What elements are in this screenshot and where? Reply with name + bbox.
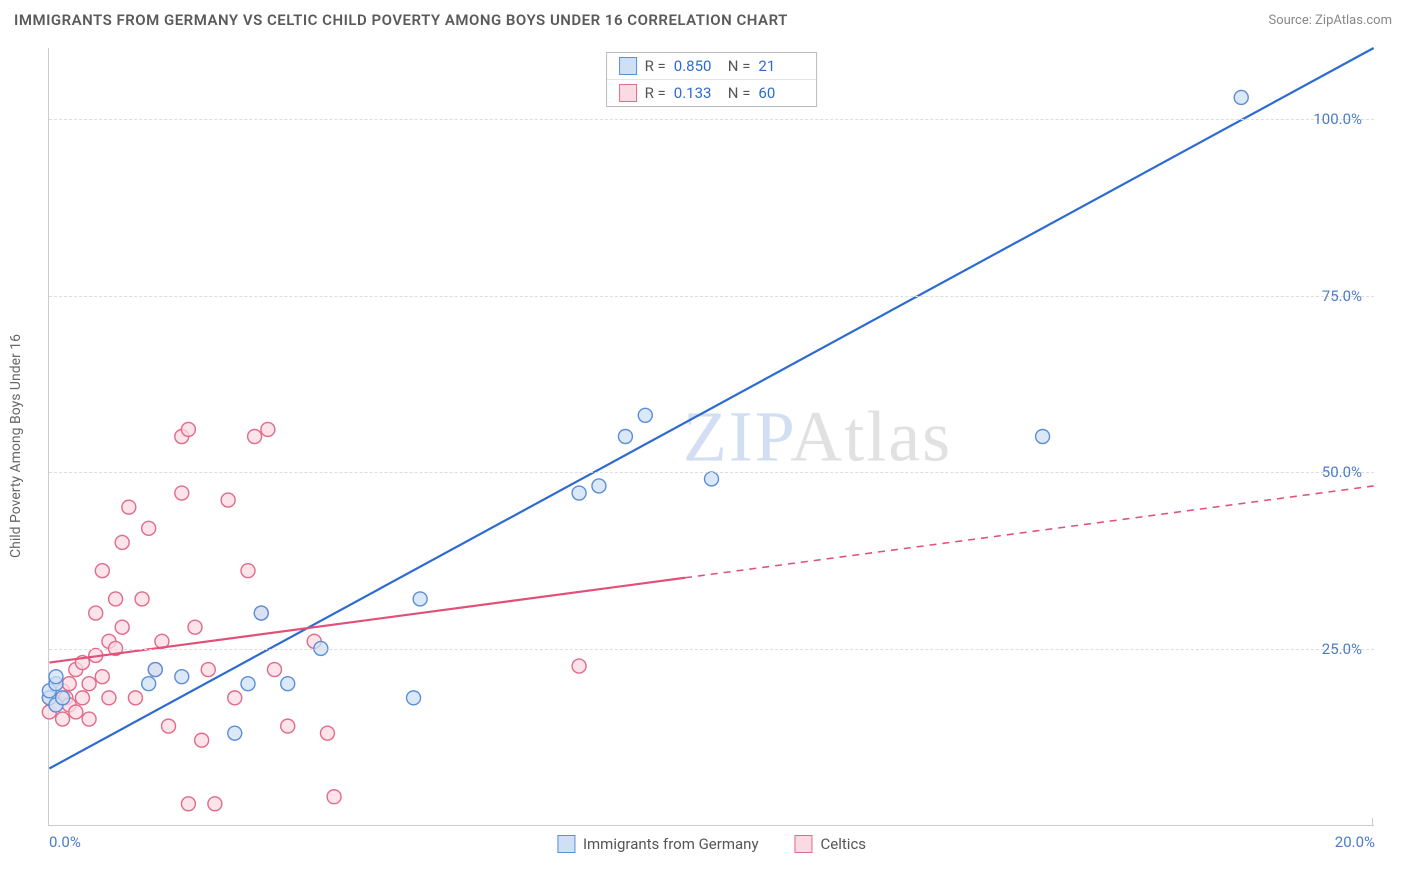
x-tick-label: 20.0% [1335, 833, 1375, 851]
scatter-point-germany [241, 677, 255, 691]
y-tick-label: 50.0% [1322, 463, 1362, 481]
scatter-point-germany [592, 479, 606, 493]
scatter-point-celtics [195, 733, 209, 747]
scatter-point-celtics [142, 521, 156, 535]
scatter-point-celtics [281, 719, 295, 733]
scatter-point-germany [413, 592, 427, 606]
scatter-point-celtics [75, 691, 89, 705]
r-value-celtics: 0.133 [674, 84, 720, 102]
legend-label-celtics: Celtics [821, 835, 867, 853]
scatter-point-celtics [241, 564, 255, 578]
x-tick-label: 0.0% [49, 833, 81, 851]
scatter-point-celtics [248, 430, 262, 444]
scatter-point-celtics [89, 606, 103, 620]
n-value-germany: 21 [758, 57, 804, 75]
n-label: N = [728, 57, 751, 75]
swatch-celtics-bottom [795, 835, 813, 853]
scatter-point-celtics [267, 663, 281, 677]
scatter-point-celtics [109, 592, 123, 606]
legend-correlation: R = 0.850 N = 21 R = 0.133 N = 60 [606, 52, 818, 107]
scatter-point-germany [148, 663, 162, 677]
scatter-point-germany [1234, 90, 1248, 104]
scatter-point-germany [572, 486, 586, 500]
scatter-point-celtics [201, 663, 215, 677]
scatter-point-celtics [181, 797, 195, 811]
scatter-point-germany [618, 430, 632, 444]
scatter-point-celtics [162, 719, 176, 733]
scatter-point-germany [49, 670, 63, 684]
legend-row-celtics: R = 0.133 N = 60 [607, 79, 817, 106]
swatch-germany [619, 57, 637, 75]
header: IMMIGRANTS FROM GERMANY VS CELTIC CHILD … [0, 0, 1406, 40]
scatter-point-celtics [95, 564, 109, 578]
scatter-point-celtics [320, 726, 334, 740]
x-axis-end-tick [1372, 818, 1373, 826]
chart-title: IMMIGRANTS FROM GERMANY VS CELTIC CHILD … [14, 11, 788, 29]
scatter-point-celtics [208, 797, 222, 811]
scatter-point-celtics [221, 493, 235, 507]
scatter-point-germany [1036, 430, 1050, 444]
y-axis-label: Child Poverty Among Boys Under 16 [8, 334, 24, 558]
legend-series: Immigrants from Germany Celtics [557, 835, 866, 853]
scatter-point-celtics [56, 712, 70, 726]
scatter-point-germany [281, 677, 295, 691]
scatter-point-celtics [122, 500, 136, 514]
scatter-point-germany [638, 408, 652, 422]
scatter-point-celtics [135, 592, 149, 606]
y-tick-label: 25.0% [1322, 640, 1362, 658]
y-tick-label: 100.0% [1313, 110, 1362, 128]
chart-svg [49, 48, 1374, 825]
y-tick-label: 75.0% [1322, 287, 1362, 305]
scatter-point-celtics [228, 691, 242, 705]
scatter-point-celtics [327, 790, 341, 804]
scatter-point-celtics [95, 670, 109, 684]
scatter-point-celtics [69, 705, 83, 719]
scatter-point-celtics [181, 422, 195, 436]
gridline-h [49, 649, 1374, 650]
legend-row-germany: R = 0.850 N = 21 [607, 53, 817, 79]
scatter-point-celtics [261, 422, 275, 436]
scatter-point-celtics [115, 535, 129, 549]
legend-item-germany: Immigrants from Germany [557, 835, 759, 853]
scatter-point-germany [407, 691, 421, 705]
legend-item-celtics: Celtics [795, 835, 867, 853]
scatter-point-celtics [188, 620, 202, 634]
scatter-point-germany [142, 677, 156, 691]
scatter-point-celtics [62, 677, 76, 691]
gridline-h [49, 119, 1374, 120]
n-label: N = [728, 84, 751, 102]
scatter-point-celtics [572, 659, 586, 673]
swatch-germany-bottom [557, 835, 575, 853]
scatter-point-celtics [82, 677, 96, 691]
trendline-germany [49, 48, 1373, 768]
r-label: R = [645, 57, 666, 75]
scatter-point-celtics [102, 691, 116, 705]
scatter-point-germany [705, 472, 719, 486]
plot-area: ZIPAtlas R = 0.850 N = 21 R = 0.133 N = … [48, 48, 1374, 826]
trendline-celtics-dashed [685, 486, 1374, 578]
legend-label-germany: Immigrants from Germany [583, 835, 759, 853]
gridline-h [49, 296, 1374, 297]
scatter-point-celtics [175, 486, 189, 500]
scatter-point-germany [228, 726, 242, 740]
gridline-h [49, 472, 1374, 473]
swatch-celtics [619, 84, 637, 102]
scatter-point-germany [56, 691, 70, 705]
r-label: R = [645, 84, 666, 102]
scatter-point-germany [175, 670, 189, 684]
scatter-point-germany [254, 606, 268, 620]
scatter-point-celtics [115, 620, 129, 634]
n-value-celtics: 60 [758, 84, 804, 102]
scatter-point-celtics [128, 691, 142, 705]
source-attribution: Source: ZipAtlas.com [1268, 13, 1392, 28]
scatter-point-celtics [82, 712, 96, 726]
r-value-germany: 0.850 [674, 57, 720, 75]
